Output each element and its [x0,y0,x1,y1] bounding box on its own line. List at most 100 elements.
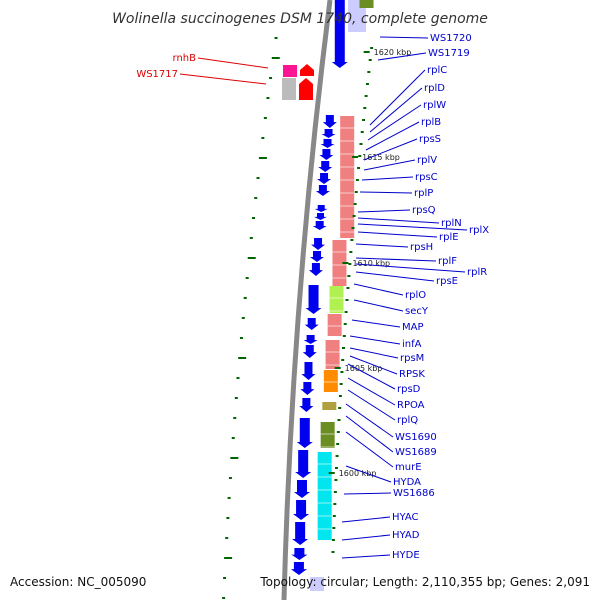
gene-label-HYDE: HYDE [392,550,420,561]
leader-line-rplQ [347,389,396,421]
gene-arrow-27 [290,562,307,575]
gene-label-rpsS: rpsS [419,134,441,145]
gene-label-rplN: rplN [441,218,462,229]
leader-line-murE [345,431,394,468]
gene-label-RPOA: RPOA [397,400,425,411]
genome-backbone [281,0,333,600]
leader-line-rpsQ [357,209,411,213]
leader-line-rplE [357,231,438,238]
gene-label-rplF: rplF [438,256,457,267]
gene-label-rpsH: rpsH [410,242,433,253]
gene-label-secY: secY [405,306,429,317]
gene-label-rplD: rplD [424,83,445,94]
gene-label-rpsQ: rpsQ [412,205,436,216]
gene-label-rplC: rplC [427,65,447,76]
gene-label-rpsD: rpsD [397,384,421,395]
leader-line-rplX [357,223,468,231]
gene-label-murE: murE [395,462,422,473]
gene-arrow-23 [293,480,310,498]
gene-arrow-5 [318,161,333,172]
gene-label-rplV: rplV [417,155,437,166]
gene-arrow-26 [291,548,308,560]
gene-arrow-7 [315,185,330,196]
gene-label-WS1720: WS1720 [430,33,472,44]
leader-line-rplC [369,69,426,126]
leader-line-rnhB [197,57,269,69]
feature-bar-1 [340,116,355,238]
gene-label-WS1717: WS1717 [136,69,178,80]
topology-label: Topology: circular; Length: 2,110,355 bp… [259,575,590,589]
leader-line-RPOA [347,377,396,406]
gene-label-RPSK: RPSK [399,369,425,380]
gene-arrow-14 [305,285,322,314]
tick-marks [222,37,374,599]
feature-bar-5 [325,340,340,369]
leader-line-WS1689 [345,415,394,453]
leader-line-WS1717 [179,73,267,85]
gene-label-rplW: rplW [423,100,446,111]
gene-label-rplR: rplR [467,267,487,278]
accession-label: Accession: NC_005090 [10,575,146,589]
leader-line-rpsM [349,347,399,359]
leader-line-rplR [355,263,466,273]
gene-arrow-4 [319,149,334,160]
leader-line-WS1719 [377,52,427,61]
leader-line-rplP [359,191,413,194]
leader-line-infA [349,335,401,345]
gene-arrow-20 [299,398,314,412]
leader-line-rpsH [355,243,409,248]
feature-bar-9 [317,452,332,540]
leader-line-HYAC [341,516,391,523]
gene-arrow-13 [308,263,323,276]
gene-label-WS1719: WS1719 [428,48,470,59]
gene-label-rplQ: rplQ [397,415,418,426]
gene-label-HYAC: HYAC [392,512,419,523]
gene-arrow-3 [320,139,335,148]
gene-arrow-24 [293,500,310,520]
gene-label-HYAD: HYAD [392,530,420,541]
feature-bar-8 [320,422,335,448]
gene-label-rplX: rplX [469,225,489,236]
feature-bar-track [317,0,374,540]
rnhB-arrow [300,64,314,76]
highlight-gene-group [282,64,314,100]
scale-label: 1610 kbp [352,259,390,268]
bottom-block [310,577,324,591]
ws1717-block [282,78,296,100]
gene-label-rpsE: rpsE [436,276,458,287]
leader-line-rpsD [347,363,396,390]
gene-label-infA: infA [402,339,422,350]
leader-line-rplD [369,87,423,133]
gene-arrow-2 [321,129,336,138]
gene-label-WS1690: WS1690 [395,432,437,443]
gene-arrow-17 [302,345,317,358]
scale-label: 1600 kbp [339,469,377,478]
gene-arrow-11 [311,238,326,250]
feature-bar-3 [329,286,344,313]
gene-arrow-track [290,0,366,591]
gene-arrow-9 [313,213,327,220]
leader-line-WS1690 [345,403,394,438]
leader-line-rplV [363,159,416,171]
leader-line-rplO [353,283,404,296]
rnhB-block [283,65,297,77]
gene-label-MAP: MAP [402,322,424,333]
gene-label-rpsC: rpsC [415,172,438,183]
leader-line-rpsE [355,271,435,282]
feature-bar-6 [323,370,338,392]
gene-label-rplO: rplO [405,290,426,301]
gene-label-WS1689: WS1689 [395,447,437,458]
leader-line-MAP [351,319,401,328]
gene-arrow-22 [295,450,312,478]
gene-arrow-8 [314,205,328,212]
gene-arrow-18 [301,362,316,380]
gene-arrow-0 [331,0,348,68]
leader-line-rpsC [361,176,414,181]
gene-arrow-21 [296,418,313,448]
leader-line-WS1720 [379,36,429,39]
leader-line-rplF [355,257,437,262]
figure-title: Wolinella succinogenes DSM 1740, complet… [112,11,488,27]
gene-label-rplE: rplE [439,232,459,243]
leader-line-RPSK [349,355,398,375]
leader-line-WS1686 [343,492,392,495]
